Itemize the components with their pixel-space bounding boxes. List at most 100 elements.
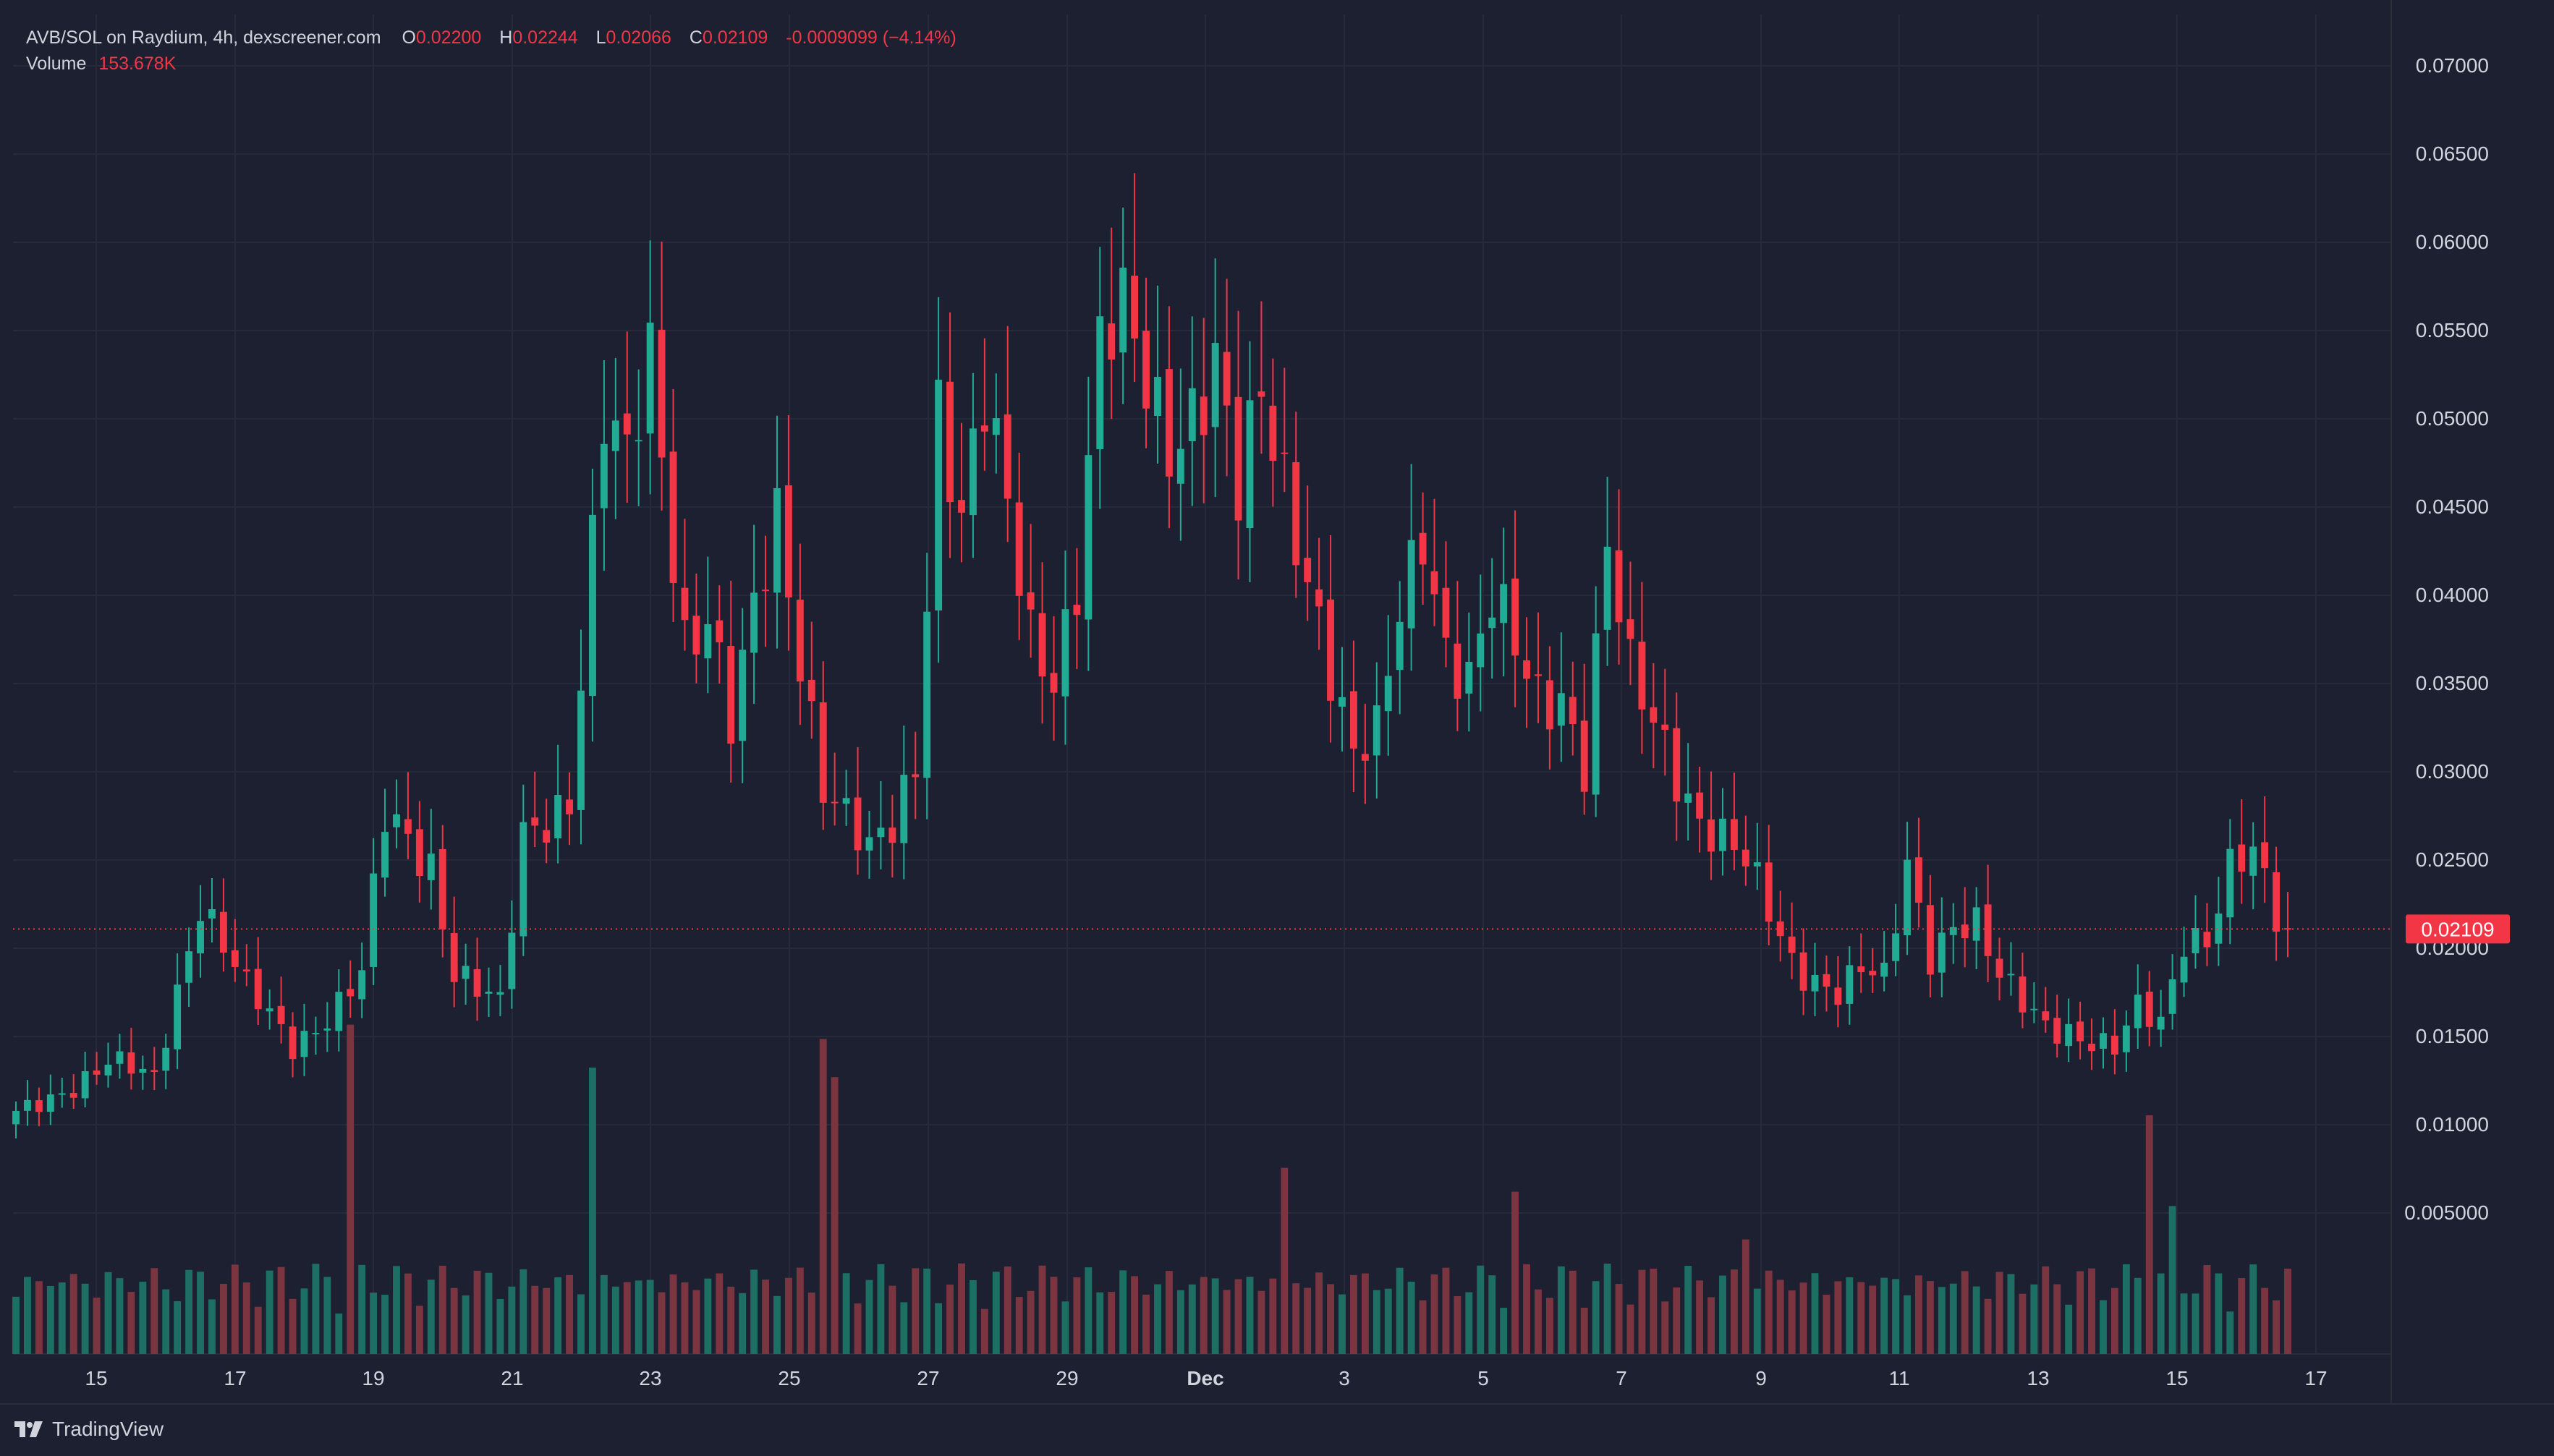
volume-bar bbox=[1142, 1294, 1150, 1354]
time-axis[interactable]: 15 17 19 21 23 25 27 29 Dec 3 5 7 9 11 13 15 17 bbox=[85, 1367, 2327, 1389]
candle-body bbox=[93, 1070, 101, 1075]
volume-bar bbox=[370, 1293, 378, 1354]
volume-bar bbox=[1869, 1285, 1877, 1354]
volume-bar bbox=[1961, 1271, 1969, 1354]
candle-body bbox=[347, 989, 355, 997]
volume-bar bbox=[2007, 1274, 2015, 1354]
candle-body bbox=[646, 323, 654, 434]
candle-body bbox=[2042, 1011, 2050, 1021]
volume-bar bbox=[1915, 1275, 1922, 1354]
candle-body bbox=[1384, 676, 1392, 712]
candle-body bbox=[692, 616, 700, 655]
candle-body bbox=[2019, 976, 2027, 1013]
candle-body bbox=[1338, 697, 1346, 707]
volume-bar bbox=[600, 1274, 608, 1354]
candle-body bbox=[1799, 952, 1807, 991]
candle-body bbox=[600, 443, 608, 508]
candle-body bbox=[335, 992, 343, 1031]
volume-bar bbox=[2134, 1277, 2142, 1354]
candle-body bbox=[819, 702, 827, 803]
volume-bar bbox=[266, 1270, 273, 1354]
volume-bar bbox=[277, 1266, 285, 1354]
volume-bar bbox=[1788, 1290, 1796, 1354]
candle-body bbox=[2203, 932, 2211, 948]
volume-bar bbox=[773, 1295, 781, 1354]
volume-bar bbox=[819, 1039, 827, 1354]
candle-body bbox=[1788, 936, 1796, 953]
candle-body bbox=[462, 966, 470, 979]
volume-bar bbox=[415, 1306, 423, 1354]
candle-body bbox=[1165, 369, 1173, 477]
volume-bar bbox=[1061, 1301, 1069, 1354]
x-tick-label: 17 bbox=[2304, 1367, 2327, 1389]
candle-body bbox=[116, 1051, 124, 1064]
volume-bar bbox=[35, 1281, 43, 1354]
volume-bar bbox=[681, 1282, 689, 1354]
volume-bar bbox=[208, 1299, 216, 1354]
open-label: O bbox=[402, 27, 416, 48]
volume-bar bbox=[485, 1272, 493, 1354]
volume-bar bbox=[865, 1280, 873, 1354]
candle-body bbox=[1119, 268, 1127, 353]
candle-body bbox=[2030, 1008, 2038, 1010]
candle-body bbox=[150, 1070, 158, 1072]
volume-bar bbox=[1753, 1288, 1761, 1354]
volume-bar bbox=[1995, 1272, 2003, 1354]
volume-bar bbox=[197, 1272, 204, 1354]
volume-bar bbox=[992, 1272, 1000, 1354]
volume-bar bbox=[1603, 1263, 1611, 1354]
candle-body bbox=[773, 488, 781, 593]
volume-bar bbox=[404, 1273, 412, 1354]
candle-body bbox=[1569, 697, 1577, 725]
candle-body bbox=[197, 921, 204, 954]
candle-body bbox=[2180, 956, 2188, 983]
candle-body bbox=[611, 420, 619, 451]
symbol-title: AVB/SOL on Raydium, 4h, dexscreener.com bbox=[26, 27, 381, 48]
volume-bar bbox=[462, 1295, 470, 1354]
candle-body bbox=[2192, 928, 2199, 953]
price-axis[interactable]: 0.07000 0.06500 0.06000 0.05500 0.05000 0.045… bbox=[2404, 54, 2510, 1224]
volume-bar bbox=[300, 1288, 308, 1354]
candle-body bbox=[1327, 599, 1334, 701]
candle-body bbox=[958, 500, 965, 513]
volume-bar bbox=[784, 1277, 792, 1354]
candle-body bbox=[946, 381, 954, 503]
tradingview-brand[interactable]: TradingView bbox=[14, 1418, 164, 1441]
ohlc-row: AVB/SOL on Raydium, 4h, dexscreener.com … bbox=[26, 25, 970, 51]
volume-bar bbox=[1776, 1280, 1784, 1354]
volume-bar bbox=[2192, 1293, 2199, 1354]
volume-bar bbox=[289, 1298, 297, 1354]
candle-body bbox=[277, 1005, 285, 1024]
close-value: 0.02109 bbox=[702, 27, 768, 48]
candle-body bbox=[139, 1068, 147, 1073]
x-tick-label: 17 bbox=[224, 1367, 246, 1389]
candles bbox=[12, 173, 2291, 1138]
volume-bar bbox=[1626, 1304, 1634, 1354]
candle-body bbox=[842, 798, 850, 804]
x-tick-label: 19 bbox=[362, 1367, 384, 1389]
volume-bar bbox=[1004, 1266, 1011, 1354]
volume-bar bbox=[1719, 1275, 1726, 1354]
volume-bar bbox=[1569, 1270, 1577, 1354]
candle-body bbox=[1407, 540, 1415, 629]
candle-body bbox=[1200, 396, 1208, 435]
y-tick-label: 0.06500 bbox=[2416, 142, 2489, 165]
volume-bar bbox=[739, 1293, 747, 1354]
volume-bar bbox=[185, 1269, 193, 1354]
candle-body bbox=[1511, 578, 1519, 656]
candle-body bbox=[566, 799, 574, 814]
candle-body bbox=[1430, 571, 1438, 595]
x-tick-label: 11 bbox=[1888, 1367, 1909, 1389]
volume-bar bbox=[1926, 1281, 1934, 1354]
volume-bar bbox=[1477, 1265, 1485, 1354]
candle-body bbox=[370, 873, 378, 967]
volume-bar bbox=[2100, 1300, 2107, 1354]
volume-bar bbox=[1257, 1290, 1265, 1354]
candle-body bbox=[242, 969, 250, 972]
volume-bar bbox=[1846, 1277, 1854, 1354]
candle-body bbox=[1869, 971, 1877, 976]
volume-bar bbox=[842, 1273, 850, 1354]
candle-body bbox=[1246, 400, 1254, 529]
